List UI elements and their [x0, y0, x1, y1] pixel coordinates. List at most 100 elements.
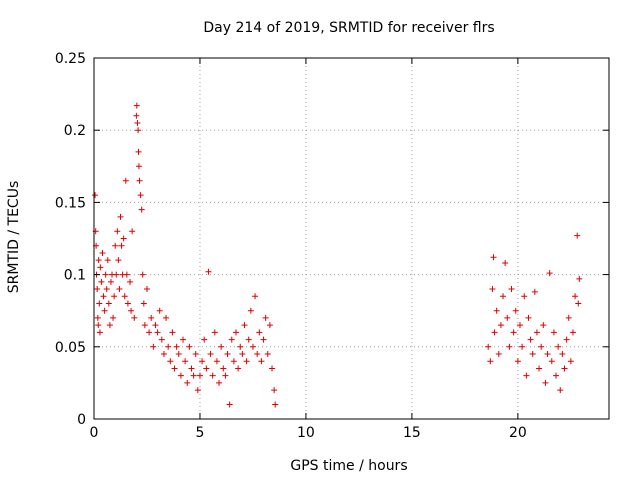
data-point: [188, 365, 195, 372]
data-point: [544, 351, 551, 358]
data-point: [536, 365, 543, 372]
data-point: [213, 358, 220, 365]
data-point: [201, 336, 208, 343]
data-point: [175, 351, 182, 358]
grid: [94, 58, 609, 419]
data-point: [141, 322, 148, 329]
data-point: [540, 322, 547, 329]
data-point: [143, 286, 150, 293]
data-point: [140, 300, 147, 307]
data-point: [264, 351, 271, 358]
data-point: [110, 314, 117, 321]
data-point: [156, 307, 163, 314]
data-point: [107, 278, 114, 285]
data-point: [538, 343, 545, 350]
data-point: [256, 329, 263, 336]
data-point: [575, 300, 582, 307]
data-point: [491, 329, 498, 336]
data-point: [124, 300, 131, 307]
data-point: [129, 228, 136, 235]
data-point: [99, 249, 106, 256]
data-point: [254, 351, 261, 358]
data-point: [497, 322, 504, 329]
x-tick-label: 0: [90, 425, 99, 441]
data-point: [252, 293, 259, 300]
data-point: [241, 322, 248, 329]
data-point: [135, 127, 142, 134]
chart-title: Day 214 of 2019, SRMTID for receiver flr…: [203, 20, 494, 36]
data-point: [160, 351, 167, 358]
data-point: [262, 314, 269, 321]
data-point: [557, 387, 564, 394]
data-point: [514, 358, 521, 365]
data-point: [555, 343, 562, 350]
data-point: [180, 336, 187, 343]
data-point: [131, 314, 138, 321]
data-point: [209, 372, 216, 379]
data-point: [563, 336, 570, 343]
data-point: [226, 401, 233, 408]
data-point: [117, 213, 124, 220]
data-point: [506, 343, 513, 350]
data-point: [167, 358, 174, 365]
data-point: [228, 336, 235, 343]
data-point: [95, 257, 102, 264]
data-point: [94, 286, 101, 293]
data-point: [487, 358, 494, 365]
data-point: [243, 358, 250, 365]
data-point: [224, 351, 231, 358]
data-point: [553, 372, 560, 379]
data-point: [96, 300, 103, 307]
data-point: [133, 112, 140, 119]
data-point: [495, 351, 502, 358]
data-point: [184, 379, 191, 386]
y-tick-label: 0.1: [64, 268, 86, 284]
y-tick-label: 0: [77, 412, 86, 428]
data-point: [207, 351, 214, 358]
data-point: [96, 329, 103, 336]
data-point: [561, 365, 568, 372]
data-point: [531, 288, 538, 295]
data-point: [572, 293, 579, 300]
data-point: [245, 336, 252, 343]
data-point: [135, 148, 142, 155]
data-point: [502, 260, 509, 267]
data-point: [118, 242, 125, 249]
data-point: [237, 343, 244, 350]
data-point: [527, 336, 534, 343]
data-point: [104, 257, 111, 264]
data-point: [220, 365, 227, 372]
data-point: [94, 314, 101, 321]
data-point: [548, 358, 555, 365]
data-point: [211, 329, 218, 336]
data-point: [135, 163, 142, 170]
data-point: [154, 329, 161, 336]
data-point: [218, 343, 225, 350]
axis-ticks: 0 5 10 15 20 0 0.05 0.1 0.15 0.2 0.25: [55, 51, 609, 441]
data-point: [272, 401, 279, 408]
data-point: [247, 307, 254, 314]
data-point: [186, 343, 193, 350]
data-point: [216, 379, 223, 386]
data-point: [510, 329, 517, 336]
data-point: [98, 278, 105, 285]
x-tick-label: 20: [509, 425, 527, 441]
data-point: [173, 343, 180, 350]
x-tick-label: 10: [297, 425, 315, 441]
data-point: [92, 192, 99, 199]
y-axis-label: SRMTID / TECUs: [6, 181, 22, 294]
data-point: [122, 177, 129, 184]
data-point: [139, 271, 146, 278]
data-point: [127, 278, 134, 285]
data-point: [576, 275, 583, 282]
data-point: [112, 242, 119, 249]
data-point: [190, 372, 197, 379]
data-point: [114, 228, 121, 235]
data-point: [113, 271, 120, 278]
data-points: [92, 102, 583, 408]
data-point: [266, 322, 273, 329]
data-point: [203, 365, 210, 372]
x-tick-label: 5: [196, 425, 205, 441]
data-point: [165, 343, 172, 350]
